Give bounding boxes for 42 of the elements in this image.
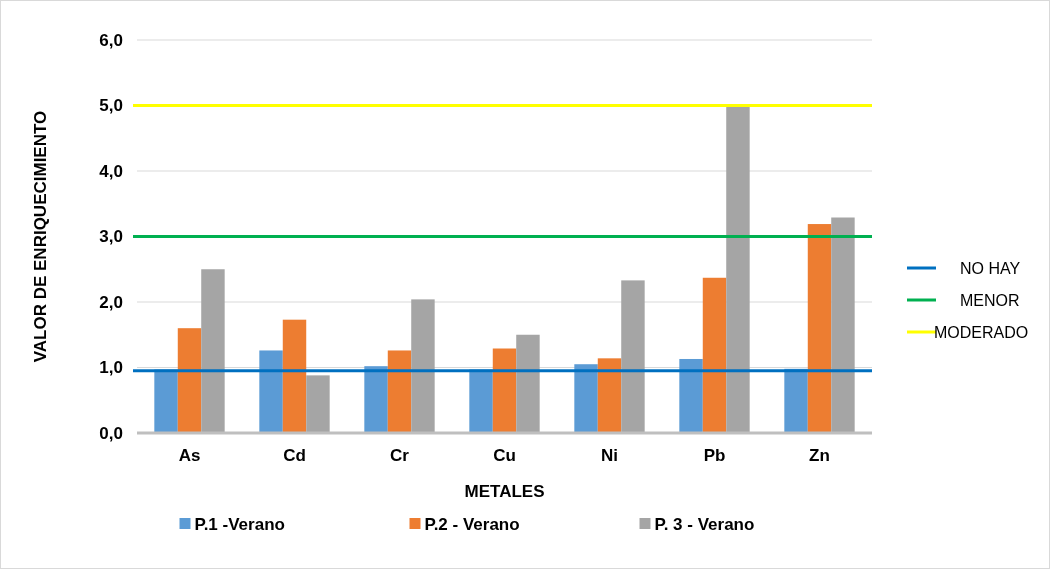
y-tick-label: 6,0	[99, 30, 123, 50]
legend-label: MENOR	[960, 291, 1020, 309]
y-tick-label: 2,0	[99, 292, 123, 312]
legend-label: P.1 -Verano	[194, 514, 285, 534]
x-tick-label: Ni	[601, 446, 618, 465]
bar	[306, 375, 330, 433]
y-axis-title: VALOR DE ENRIQUECIMIENTO	[31, 110, 50, 363]
bar	[516, 334, 540, 433]
bar	[364, 366, 388, 433]
x-axis-title: METALES	[464, 482, 545, 501]
bar	[807, 224, 832, 433]
y-tick-label: 1,0	[99, 358, 123, 378]
bar	[201, 269, 225, 433]
bar	[177, 328, 202, 433]
bar	[492, 348, 517, 433]
bar	[154, 369, 178, 433]
bar	[574, 364, 598, 433]
y-tick-label: 5,0	[99, 96, 123, 116]
bar	[469, 369, 493, 433]
bar	[726, 106, 750, 433]
x-tick-label: Cr	[390, 446, 410, 465]
x-tick-label: As	[178, 446, 201, 465]
bar	[259, 350, 283, 433]
legend-label: P. 3 - Verano	[654, 514, 755, 534]
bar	[282, 319, 307, 433]
y-tick-label: 3,0	[99, 227, 123, 247]
bar	[702, 277, 727, 433]
bar	[679, 358, 703, 433]
legend-label: MODERADO	[934, 323, 1029, 341]
legend-label: P.2 - Verano	[424, 514, 520, 534]
bar	[831, 217, 855, 433]
legend-label: NO HAY	[960, 259, 1021, 277]
bar	[597, 358, 622, 433]
bar	[411, 299, 435, 433]
x-tick-label: Cd	[283, 446, 306, 465]
bar	[387, 350, 412, 433]
x-tick-label: Zn	[809, 446, 830, 465]
y-tick-label: 4,0	[99, 161, 123, 181]
x-tick-label: Pb	[703, 446, 726, 465]
bar	[621, 280, 645, 433]
x-tick-label: Cu	[493, 446, 516, 465]
y-tick-label: 0,0	[99, 423, 123, 443]
